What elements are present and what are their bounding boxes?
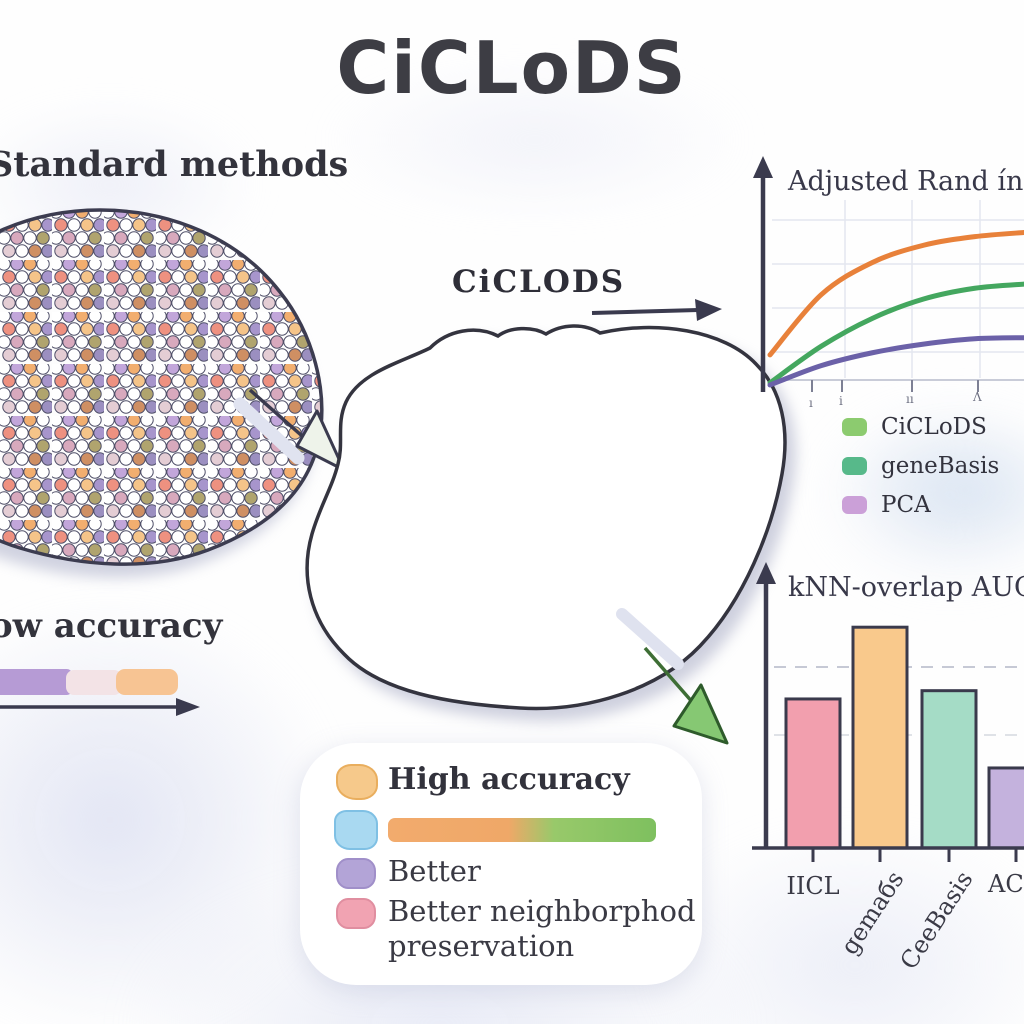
ari-curve-bottom-curve	[767, 335, 1024, 388]
legend-swatch-ciclods	[842, 418, 867, 436]
better-swatch	[336, 858, 376, 889]
standard-methods-tissue-blob	[0, 208, 324, 566]
ari-curves	[767, 229, 1024, 388]
low-accuracy-arrow	[0, 698, 200, 716]
neighborhood-swatch	[336, 898, 376, 929]
ari-tick-label: Λ	[973, 390, 982, 404]
to-barchart-arrow	[616, 608, 729, 745]
legend-item-ciclods: CiCLoDS	[842, 414, 999, 440]
ari-tick-label: ı	[809, 396, 813, 410]
page-title: CiCLoDS	[336, 26, 688, 110]
bar-label-iicl: IICL	[786, 872, 840, 900]
ari-chart-legend: CiCLoDS geneBasis PCA	[842, 414, 999, 531]
ciclods-to-chart-arrow	[591, 299, 722, 321]
knn-bars	[784, 625, 1024, 850]
legend-swatch-genebasis	[842, 457, 867, 475]
standard-methods-label: Standard methods	[0, 144, 349, 185]
ari-y-axis	[753, 156, 773, 392]
high-accuracy-swatch	[336, 764, 378, 800]
legend-item-pca: PCA	[842, 492, 999, 518]
low-accuracy-gradient-bar	[0, 669, 178, 695]
legend-label: geneBasis	[881, 453, 1000, 479]
ari-x-ticks	[811, 380, 979, 392]
ciclods-label: CiCLODS	[452, 264, 626, 300]
ari-chart-title: Adjusted Rand índex	[788, 166, 1024, 197]
ciclods-tissue-blob	[305, 324, 787, 711]
blue-swatch	[334, 810, 378, 850]
legend-label: PCA	[881, 492, 931, 518]
legend-swatch-pca	[842, 496, 867, 514]
knn-bar-2	[920, 689, 978, 850]
knn-bar-3	[987, 766, 1024, 850]
ari-tick-label: i	[839, 394, 843, 408]
legend-label: CiCLoDS	[881, 414, 987, 440]
better-neighborhood-label: Better neighborphod preservation	[388, 894, 696, 963]
high-accuracy-label: High accuracy	[388, 762, 630, 797]
ari-curve-middle-curve	[767, 281, 1024, 386]
knn-chart-title: kNN-overlap AUC	[788, 572, 1024, 603]
accuracy-gradient-bar	[388, 818, 656, 842]
knn-bar-0	[784, 697, 842, 850]
better-label: Better	[388, 854, 481, 888]
bar-label-ac: AC	[988, 870, 1024, 898]
ari-tick-label: ıı	[906, 392, 914, 406]
low-accuracy-label: ow accuracy	[0, 606, 223, 646]
ari-curve-top-curve	[767, 229, 1024, 358]
transform-arrow	[233, 388, 346, 472]
legend-item-genebasis: geneBasis	[842, 453, 999, 479]
knn-bar-1	[851, 625, 909, 850]
